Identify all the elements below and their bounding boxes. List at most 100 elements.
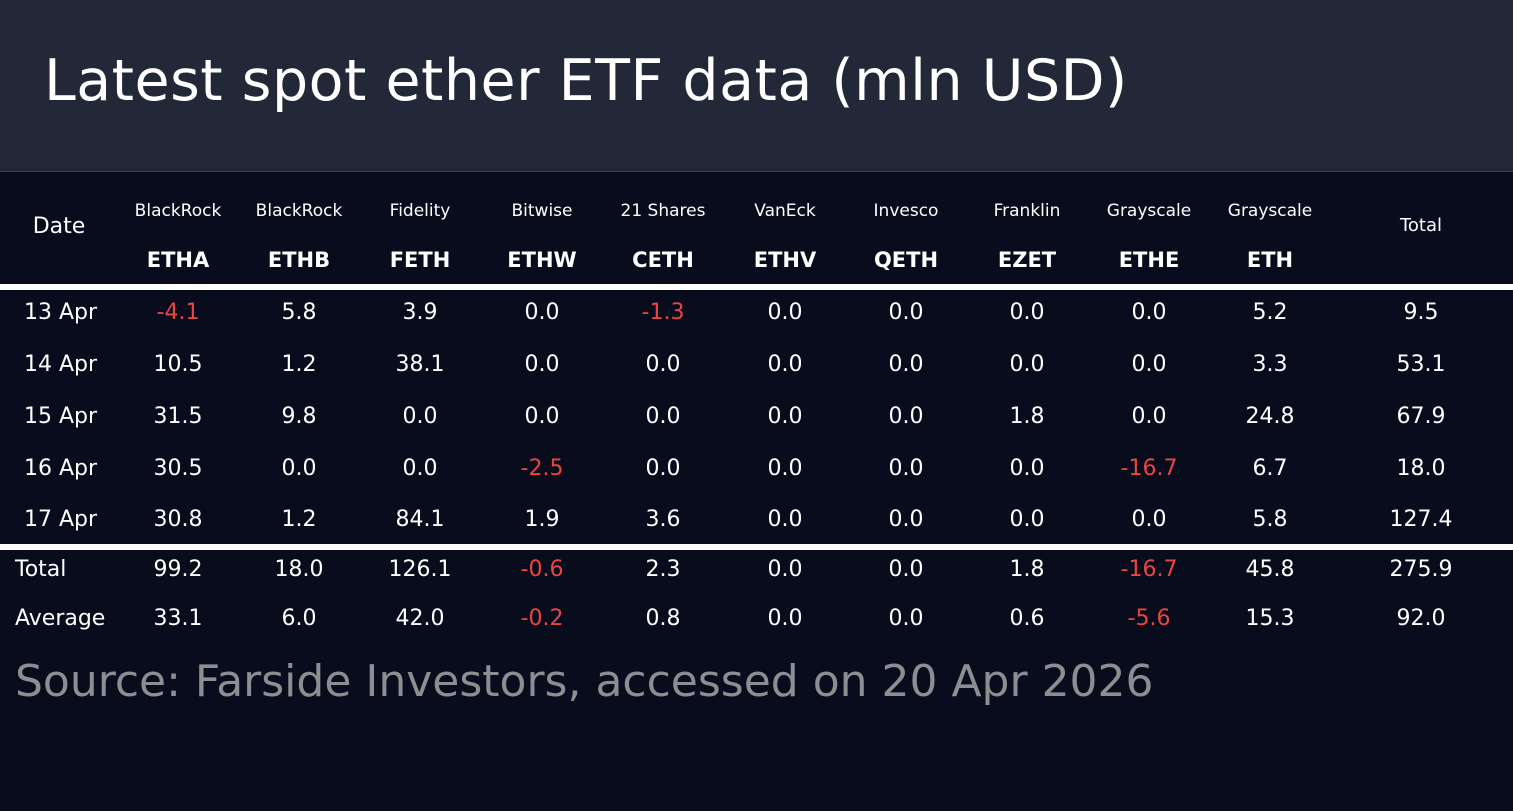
summary-cell: 0.8 xyxy=(645,606,681,631)
table-cell: 6.7 xyxy=(1252,456,1288,481)
table-cell: 0.0 xyxy=(1009,300,1045,325)
summary-cell: 15.3 xyxy=(1245,606,1295,631)
table-cell: 24.8 xyxy=(1245,404,1295,429)
provider-label: Franklin xyxy=(993,201,1061,221)
table-cell: 30.5 xyxy=(153,456,203,481)
table-cell: -4.1 xyxy=(156,300,200,325)
table-cell: 0.0 xyxy=(524,352,560,377)
summary-cell: 42.0 xyxy=(395,606,445,631)
summary-total-cell: 92.0 xyxy=(1396,606,1446,631)
summary-cell: 99.2 xyxy=(153,557,203,582)
table-cell: 0.0 xyxy=(767,507,803,532)
provider-label: BlackRock xyxy=(255,201,343,221)
table-cell: 0.0 xyxy=(1131,404,1167,429)
row-date: 14 Apr xyxy=(24,352,98,377)
header-divider xyxy=(0,284,1513,290)
summary-cell: 6.0 xyxy=(281,606,317,631)
total-column-header: Total xyxy=(1399,215,1443,236)
table-cell: 9.8 xyxy=(281,404,317,429)
provider-label: Grayscale xyxy=(1106,201,1192,221)
table-cell: 0.0 xyxy=(767,300,803,325)
ticker-label: ETH xyxy=(1246,248,1294,272)
ticker-label: ETHA xyxy=(146,248,210,272)
summary-cell: 0.6 xyxy=(1009,606,1045,631)
provider-label: Grayscale xyxy=(1227,201,1313,221)
table-cell: 30.8 xyxy=(153,507,203,532)
row-date: 17 Apr xyxy=(24,507,98,532)
ticker-label: ETHB xyxy=(267,248,331,272)
table-cell: 1.2 xyxy=(281,352,317,377)
ticker-label: ETHE xyxy=(1118,248,1180,272)
summary-cell: 0.0 xyxy=(888,557,924,582)
table-cell: 1.8 xyxy=(1009,404,1045,429)
ticker-label: QETH xyxy=(873,248,939,272)
provider-label: Fidelity xyxy=(389,201,451,221)
table-cell: 0.0 xyxy=(645,456,681,481)
summary-cell: 45.8 xyxy=(1245,557,1295,582)
table-cell: 84.1 xyxy=(395,507,445,532)
table-cell: 0.0 xyxy=(645,404,681,429)
table-cell: 0.0 xyxy=(402,456,438,481)
table-cell: 3.6 xyxy=(645,507,681,532)
table-cell: 5.8 xyxy=(281,300,317,325)
table-cell: 38.1 xyxy=(395,352,445,377)
table-cell: 1.2 xyxy=(281,507,317,532)
table-cell: 0.0 xyxy=(524,404,560,429)
summary-total-cell: 275.9 xyxy=(1389,557,1453,582)
summary-total-label: Total xyxy=(15,557,67,582)
table-cell: 0.0 xyxy=(888,404,924,429)
table-cell: -16.7 xyxy=(1120,456,1178,481)
table-cell: 0.0 xyxy=(888,507,924,532)
table-cell: -1.3 xyxy=(641,300,685,325)
summary-cell: 0.0 xyxy=(888,606,924,631)
table-cell: 5.2 xyxy=(1252,300,1288,325)
summary-cell: 33.1 xyxy=(153,606,203,631)
table-cell: 0.0 xyxy=(767,456,803,481)
summary-cell: 1.8 xyxy=(1009,557,1045,582)
row-date: 16 Apr xyxy=(24,456,98,481)
provider-label: VanEck xyxy=(754,201,816,221)
provider-label: Bitwise xyxy=(511,201,573,221)
table-cell: 0.0 xyxy=(767,404,803,429)
table-cell: 0.0 xyxy=(402,404,438,429)
table-cell: 0.0 xyxy=(1131,352,1167,377)
table-cell: 0.0 xyxy=(888,300,924,325)
summary-cell: 126.1 xyxy=(388,557,452,582)
table-cell: 5.8 xyxy=(1252,507,1288,532)
row-date: 15 Apr xyxy=(24,404,98,429)
table-cell: 0.0 xyxy=(1131,300,1167,325)
table-cell: -2.5 xyxy=(520,456,564,481)
table-cell: 0.0 xyxy=(281,456,317,481)
ticker-label: ETHW xyxy=(507,248,577,272)
summary-divider xyxy=(0,544,1513,550)
provider-label: 21 Shares xyxy=(620,201,706,221)
table-cell: 0.0 xyxy=(645,352,681,377)
table-cell: 10.5 xyxy=(153,352,203,377)
summary-cell: -0.6 xyxy=(520,557,564,582)
summary-cell: -16.7 xyxy=(1120,557,1178,582)
table-cell: 1.9 xyxy=(524,507,560,532)
provider-label: Invesco xyxy=(873,201,939,221)
table-cell: 3.9 xyxy=(402,300,438,325)
table-cell: 0.0 xyxy=(1131,507,1167,532)
row-total-cell: 18.0 xyxy=(1396,456,1446,481)
row-total-cell: 53.1 xyxy=(1396,352,1446,377)
source-note: Source: Farside Investors, accessed on 2… xyxy=(15,656,1154,707)
row-total-cell: 67.9 xyxy=(1396,404,1446,429)
ticker-label: FETH xyxy=(389,248,451,272)
summary-cell: 18.0 xyxy=(274,557,324,582)
summary-cell: 2.3 xyxy=(645,557,681,582)
table-cell: 0.0 xyxy=(888,456,924,481)
ticker-label: CETH xyxy=(632,248,694,272)
row-total-cell: 127.4 xyxy=(1389,507,1453,532)
summary-average-label: Average xyxy=(15,606,106,631)
summary-cell: -5.6 xyxy=(1127,606,1171,631)
table-cell: 3.3 xyxy=(1252,352,1288,377)
table-cell: 0.0 xyxy=(1009,507,1045,532)
date-column-header: Date xyxy=(32,214,86,239)
chart-title: Latest spot ether ETF data (mln USD) xyxy=(44,48,1128,114)
row-total-cell: 9.5 xyxy=(1403,300,1439,325)
table-cell: 0.0 xyxy=(888,352,924,377)
row-date: 13 Apr xyxy=(24,300,98,325)
table-cell: 0.0 xyxy=(524,300,560,325)
